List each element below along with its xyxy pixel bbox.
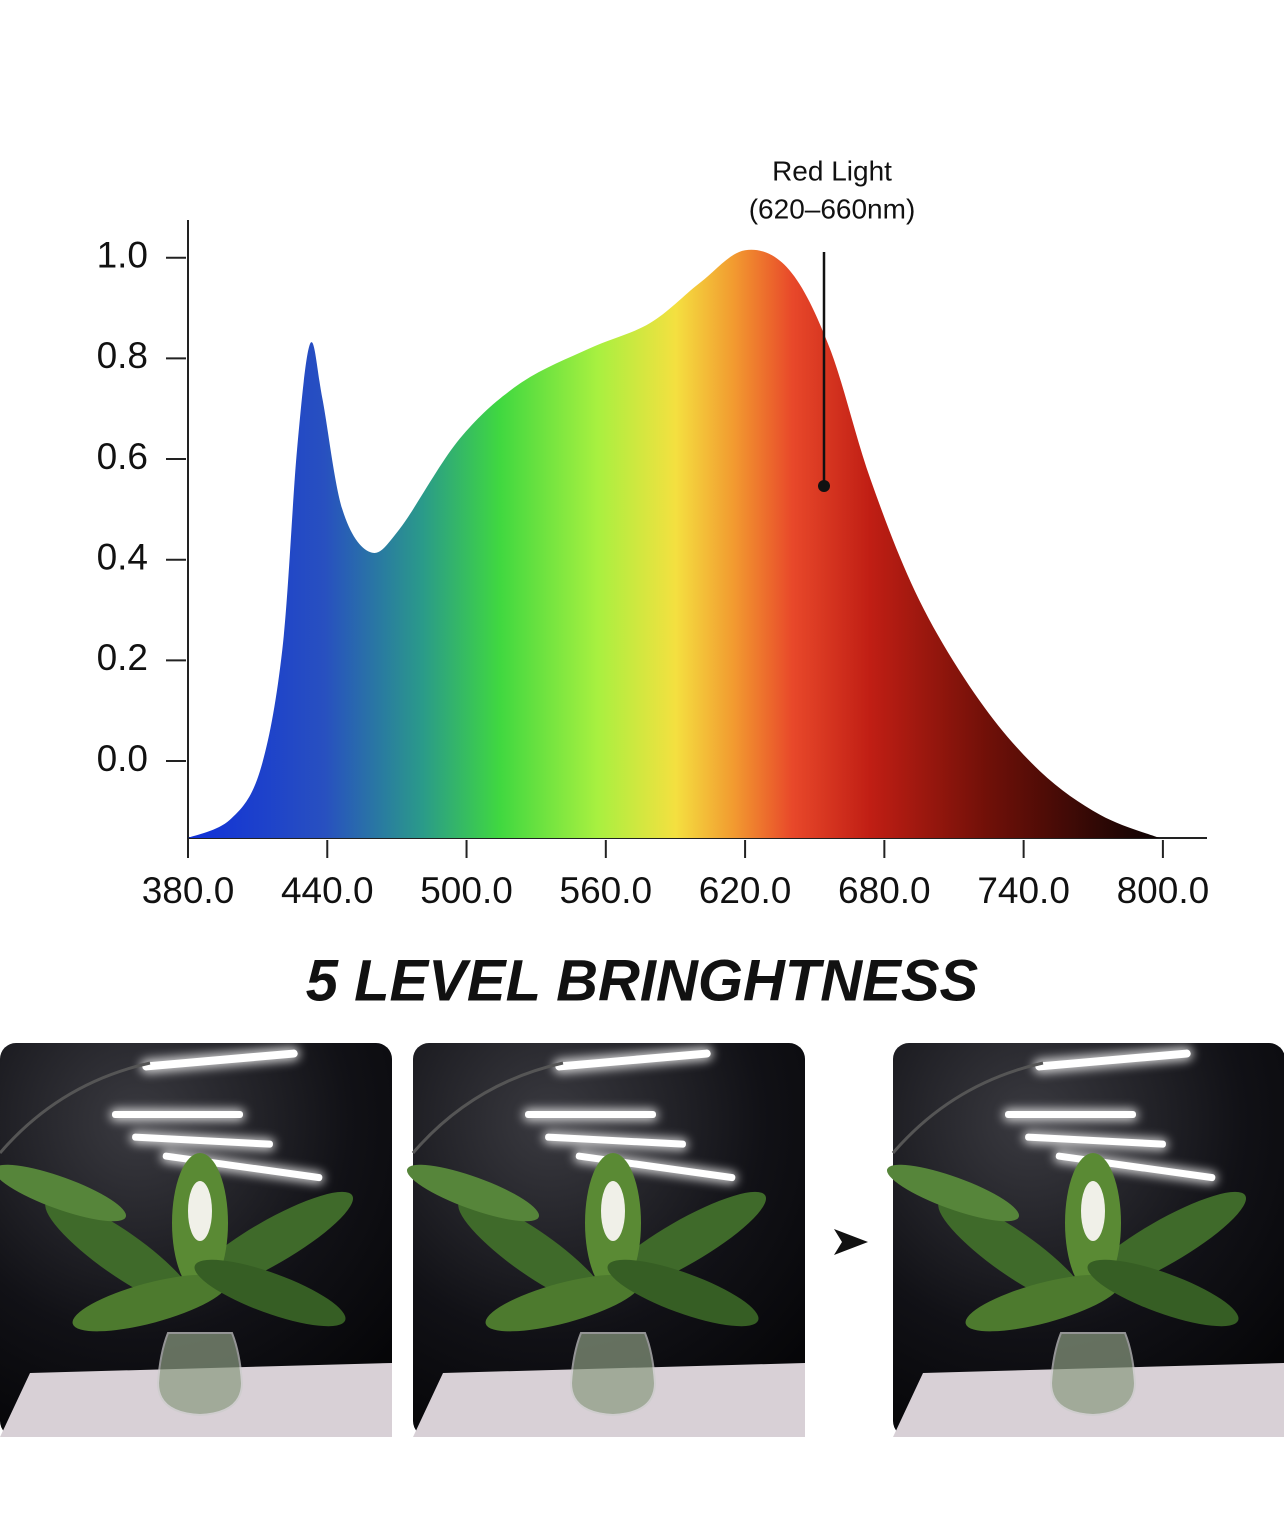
y-tick-label: 0.2 <box>97 637 148 678</box>
photo-level-3 <box>882 1043 1284 1437</box>
heading: 5 LEVEL BRINGHTNESS <box>306 948 979 1013</box>
x-tick-label: 680.0 <box>838 870 931 911</box>
x-tick-label: 560.0 <box>560 870 653 911</box>
y-tick-label: 0.8 <box>97 335 148 376</box>
photo-level-2 <box>402 1043 805 1437</box>
spectrum-area <box>188 249 1160 839</box>
x-tick-label: 620.0 <box>699 870 792 911</box>
annotation-title: Red Light <box>772 155 892 186</box>
y-tick-label: 1.0 <box>97 235 148 276</box>
annotation-dot <box>818 480 830 492</box>
annotation-range: (620–660nm) <box>749 193 916 224</box>
arrow-icon <box>834 1229 868 1255</box>
x-tick-label: 500.0 <box>420 870 513 911</box>
plot-area: 0.0 0.2 0.4 0.6 0.8 1.0 380.0 440.0 500.0 560.0 62… <box>97 235 1210 911</box>
x-tick-label: 740.0 <box>977 870 1070 911</box>
x-tick-label: 440.0 <box>281 870 374 911</box>
x-tick-label: 800.0 <box>1117 870 1210 911</box>
y-tick-label: 0.0 <box>97 738 148 779</box>
y-tick-label: 0.4 <box>97 536 148 577</box>
y-tick-label: 0.6 <box>97 436 148 477</box>
photo-level-1 <box>0 1043 392 1437</box>
x-tick-label: 380.0 <box>142 870 235 911</box>
